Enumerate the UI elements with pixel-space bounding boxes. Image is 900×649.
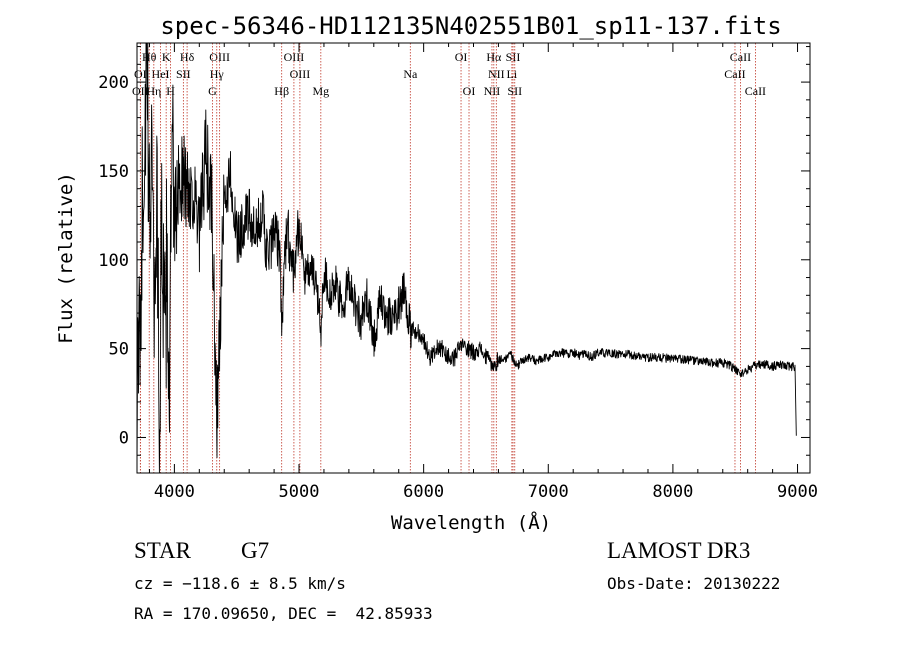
line-marker-label: HeI: [152, 67, 170, 81]
x-tick-label: 4000: [154, 482, 195, 502]
line-marker-label: Hα: [486, 50, 502, 64]
line-marker-label: H: [166, 84, 175, 98]
line-marker-label: Hβ: [274, 84, 289, 98]
spectrum-series-line: [136, 42, 797, 474]
line-marker-label: Hθ: [142, 50, 157, 64]
y-axis-label: Flux (relative): [55, 172, 77, 344]
line-marker-label: OII: [132, 84, 149, 98]
x-tick-label: 9000: [777, 482, 818, 502]
y-tick-label: 100: [98, 251, 129, 271]
line-marker-label: NII: [488, 67, 505, 81]
line-marker-label: Mg: [312, 84, 329, 98]
line-marker-label: OI: [455, 50, 468, 64]
y-tick-label: 50: [109, 340, 129, 360]
line-marker-label: Hδ: [180, 50, 195, 64]
line-marker-label: Hη: [146, 84, 161, 98]
line-marker-label: Hγ: [210, 67, 225, 81]
x-axis-label: Wavelength (Å): [391, 511, 551, 534]
y-tick-label: 150: [98, 162, 129, 182]
line-marker-label: SII: [176, 67, 191, 81]
line-marker-label: K: [162, 50, 171, 64]
x-tick-label: 7000: [528, 482, 569, 502]
x-tick-label: 8000: [652, 482, 693, 502]
line-marker-label: Na: [403, 67, 418, 81]
line-marker-label: OIII: [284, 50, 305, 64]
y-tick-label: 200: [98, 73, 129, 93]
spectral-subclass: G7: [241, 538, 270, 563]
x-tick-label: 6000: [403, 482, 444, 502]
line-marker-layer: Hθ K Hδ OIII OIII OI Hα SII CaII OI HeI SII Hγ OIII Na…: [132, 43, 766, 473]
line-marker-label: SII: [507, 84, 522, 98]
observation-date: Obs-Date: 20130222: [607, 574, 781, 593]
line-marker-label: CaII: [724, 67, 745, 81]
line-marker-label: CaII: [745, 84, 766, 98]
line-marker-label: OI: [463, 84, 476, 98]
line-marker-label: NII: [484, 84, 501, 98]
line-marker-label: G: [208, 84, 217, 98]
plot-frame: [136, 42, 811, 474]
line-marker-label: Li: [507, 67, 518, 81]
chart-title: spec-56346-HD112135N402551B01_sp11-137.f…: [160, 12, 781, 40]
tick-layer: 4000 5000 6000 7000 8000 9000 0 50 100 150 200: [98, 43, 818, 502]
coordinates-readout: RA = 170.09650, DEC = 42.85933: [134, 604, 433, 623]
line-marker-label: SII: [506, 50, 521, 64]
redshift-readout: cz = −118.6 ± 8.5 km/s: [134, 574, 346, 593]
line-marker-label: OIII: [209, 50, 230, 64]
x-tick-label: 5000: [279, 482, 320, 502]
object-class: STAR: [134, 538, 191, 563]
line-marker-label: CaII: [730, 50, 751, 64]
series-layer: [136, 42, 797, 474]
survey-name: LAMOST DR3: [607, 538, 751, 563]
y-tick-label: 0: [119, 428, 129, 448]
line-marker-label: OIII: [290, 67, 311, 81]
